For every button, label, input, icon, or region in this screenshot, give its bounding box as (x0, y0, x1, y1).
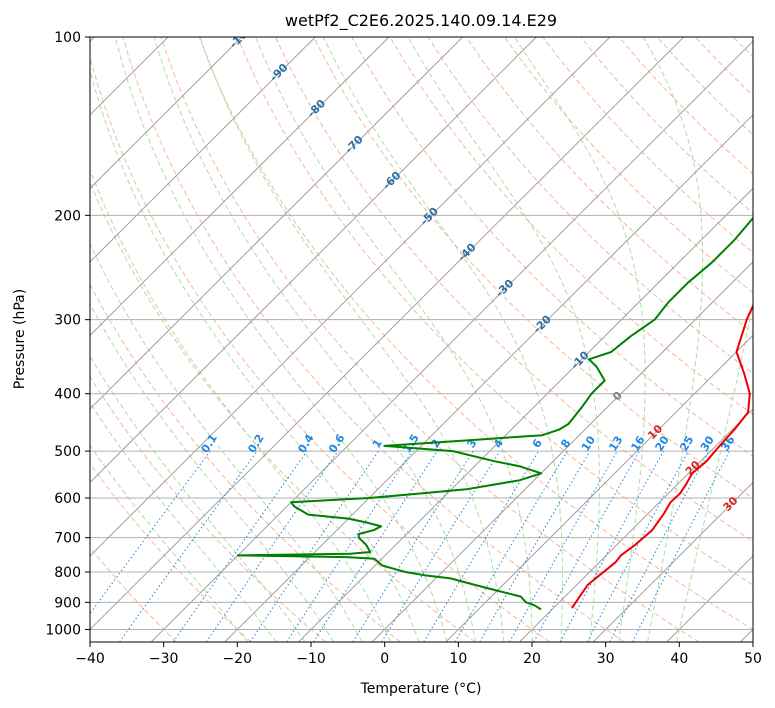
y-axis-ticks: 100 200 300 400 500 600 700 800 900 1000 (45, 30, 90, 638)
moist-adiabat (322, 37, 563, 642)
isotherm-line (90, 37, 611, 557)
dewpoint-profile-line (236, 216, 753, 611)
dry-adiabat (90, 180, 476, 642)
x-tick-label: 50 (744, 651, 762, 667)
mixing-ratio-line (509, 450, 618, 642)
mixing-ratio-line (533, 450, 640, 642)
temperature-profile-line (571, 303, 753, 609)
dry-adiabat (236, 37, 753, 586)
mixing-ratio-line (119, 450, 258, 642)
dry-adiabat (198, 37, 753, 630)
isotherm-line (445, 334, 753, 642)
moist-adiabat (90, 444, 248, 642)
dry-adiabat (90, 375, 326, 642)
mixing-ratio-line (313, 450, 438, 642)
dry-adiabat (122, 37, 625, 642)
y-tick-label: 500 (54, 444, 81, 460)
moist-adiabat (114, 37, 448, 642)
y-tick-label: 600 (54, 491, 81, 507)
x-tick-label: −10 (296, 651, 326, 667)
x-tick-label: 20 (523, 651, 541, 667)
moist-adiabats (90, 37, 753, 642)
moist-adiabat (90, 303, 335, 642)
y-tick-label: 1000 (45, 622, 81, 638)
moist-adiabat (90, 168, 391, 642)
profile-series (236, 216, 753, 611)
x-tick-label: −30 (149, 651, 179, 667)
moist-adiabat (514, 37, 646, 642)
mixing-ratio-labels: 0.1 0.2 0.4 0.6 1 1.5 2 3 4 6 8 10 13 16 20 25 30 36 (199, 432, 738, 456)
plot-frame (89, 36, 754, 643)
dry-adiabat (389, 37, 753, 416)
dry-adiabat (427, 37, 753, 374)
x-tick-label: 40 (670, 651, 688, 667)
isotherm-line (90, 37, 316, 263)
y-tick-label: 300 (54, 313, 81, 329)
isotherm-line (371, 261, 753, 642)
mixing-ratio-line (205, 450, 339, 642)
mixing-ratio-line (286, 450, 413, 642)
chart-title: wetPf2_C2E6.2025.140.09.14.E29 (285, 11, 557, 31)
dry-adiabat (90, 546, 177, 642)
mixing-ratio-line (172, 450, 308, 642)
isotherm-line (90, 37, 390, 337)
x-tick-label: 30 (597, 651, 615, 667)
x-axis-ticks: −40 −30 −20 −10 0 10 20 30 40 50 (75, 642, 762, 667)
moist-adiabat (642, 37, 704, 642)
mixing-ratio-line (90, 450, 211, 615)
mixing-ratio-lines (90, 450, 731, 642)
dry-adiabat (503, 37, 753, 294)
isotherm-line (298, 187, 753, 642)
dry-adiabats (90, 37, 753, 642)
x-tick-label: −20 (223, 651, 253, 667)
isotherm-line (90, 37, 464, 410)
dry-adiabat (90, 462, 252, 642)
isotherm-line (150, 40, 753, 642)
y-tick-label: 800 (54, 565, 81, 581)
moist-adiabat (90, 68, 420, 642)
plot-area: -100-90-80-70-60-50-40-30-20-10010203040… (90, 37, 753, 642)
moist-adiabat (254, 37, 533, 642)
x-tick-label: 10 (449, 651, 467, 667)
x-tick-label: 0 (380, 651, 389, 667)
isotherm-line (90, 37, 685, 631)
moist-adiabat (90, 355, 306, 642)
y-tick-label: 200 (54, 208, 81, 224)
isotherm-line (224, 114, 753, 642)
isotherms (90, 37, 753, 642)
isotherm-line (592, 481, 753, 642)
mixing-ratio-line (559, 450, 665, 642)
y-axis-label: Pressure (hPa) (12, 289, 28, 389)
y-tick-label: 900 (54, 595, 81, 611)
isotherm-line (90, 37, 537, 484)
mixing-ratio-line (381, 450, 501, 642)
pressure-gridlines (90, 37, 753, 630)
mixing-ratio-line (249, 450, 379, 642)
dry-adiabat (313, 37, 753, 500)
mixing-ratio-line (352, 450, 474, 642)
y-tick-label: 700 (54, 531, 81, 547)
moist-adiabat (676, 300, 753, 642)
mixing-ratio-line (632, 450, 731, 642)
y-tick-label: 400 (54, 387, 81, 403)
x-axis-label: Temperature (°C) (360, 681, 482, 697)
dry-adiabat (90, 55, 550, 642)
moist-adiabat (407, 37, 600, 642)
isotherm-line (519, 408, 753, 642)
isotherm-line (90, 37, 243, 190)
moist-adiabat (153, 37, 476, 642)
y-tick-label: 100 (54, 30, 81, 46)
x-tick-label: −40 (75, 651, 105, 667)
moist-adiabat (90, 242, 363, 642)
moist-adiabat (199, 37, 505, 642)
